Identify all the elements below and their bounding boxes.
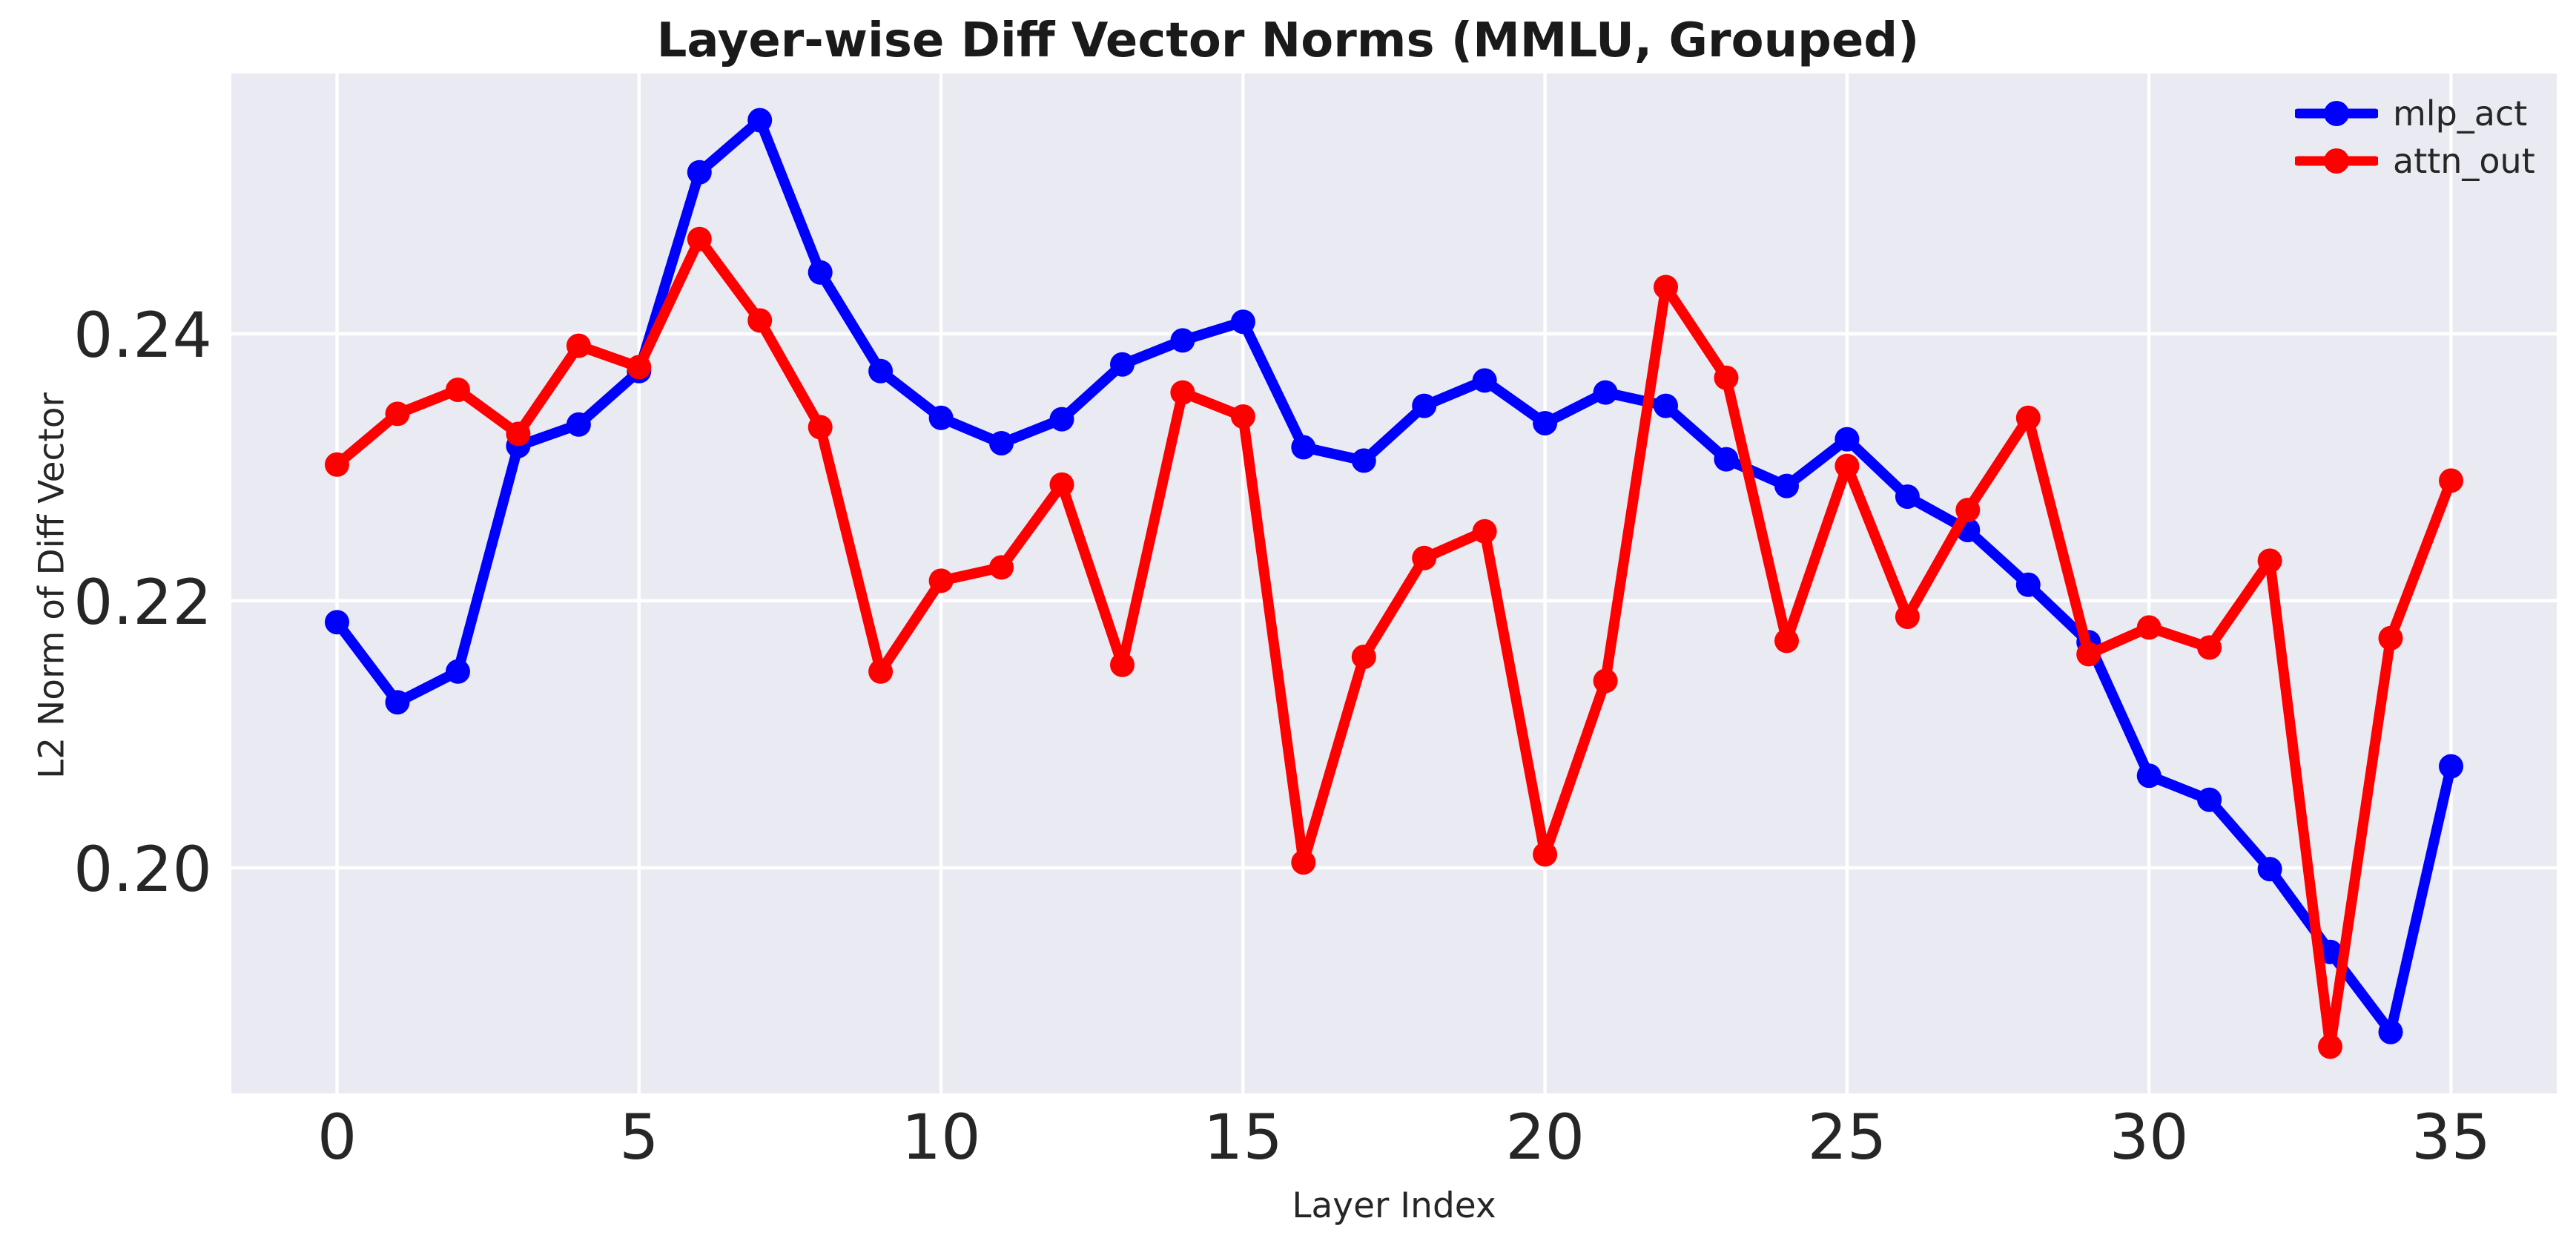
data-point-attn_out-21 [1593, 668, 1618, 694]
data-point-attn_out-29 [2076, 642, 2101, 667]
x-tick-label: 20 [1505, 1101, 1585, 1174]
legend-item-mlp_act: mlp_act [2295, 90, 2535, 137]
data-point-mlp_act-9 [868, 358, 894, 384]
data-point-attn_out-19 [1472, 519, 1497, 544]
data-point-mlp_act-35 [2439, 754, 2463, 779]
data-point-attn_out-11 [989, 555, 1014, 580]
data-point-attn_out-27 [1955, 498, 1981, 522]
data-point-attn_out-30 [2136, 615, 2161, 640]
data-point-mlp_act-20 [1533, 411, 1558, 435]
data-point-attn_out-28 [2015, 405, 2041, 430]
data-point-attn_out-22 [1654, 274, 1678, 300]
data-point-mlp_act-31 [2197, 787, 2222, 812]
data-point-attn_out-5 [627, 355, 652, 380]
data-point-attn_out-2 [446, 378, 470, 402]
data-point-attn_out-34 [2378, 625, 2403, 651]
data-point-attn_out-24 [1774, 628, 1799, 654]
y-tick-label: 0.24 [73, 299, 212, 372]
data-point-mlp_act-24 [1774, 473, 1799, 498]
data-point-attn_out-3 [506, 421, 531, 447]
data-point-mlp_act-21 [1593, 380, 1618, 405]
data-point-mlp_act-34 [2378, 1019, 2403, 1044]
y-tick-label: 0.20 [73, 833, 212, 906]
data-point-mlp_act-6 [687, 159, 712, 185]
data-point-attn_out-4 [566, 333, 591, 358]
data-point-mlp_act-7 [747, 108, 773, 133]
x-axis-label: Layer Index [1292, 1185, 1496, 1226]
data-point-attn_out-32 [2257, 548, 2282, 573]
data-point-mlp_act-26 [1895, 484, 1920, 509]
data-point-attn_out-25 [1834, 453, 1860, 478]
data-point-mlp_act-28 [2015, 572, 2041, 597]
data-point-attn_out-14 [1170, 380, 1195, 405]
legend-label: attn_out [2393, 141, 2535, 181]
data-point-attn_out-20 [1533, 842, 1558, 867]
data-point-attn_out-17 [1351, 645, 1376, 669]
chart-title: Layer-wise Diff Vector Norms (MMLU, Grou… [656, 13, 1920, 68]
data-point-attn_out-0 [325, 452, 349, 477]
y-tick-label: 0.22 [73, 566, 212, 639]
x-tick-label: 0 [317, 1101, 357, 1174]
data-point-mlp_act-23 [1714, 447, 1739, 472]
data-point-attn_out-10 [928, 568, 954, 593]
x-tick-label: 25 [1807, 1101, 1886, 1174]
data-point-attn_out-35 [2439, 468, 2463, 493]
data-point-mlp_act-30 [2136, 763, 2161, 789]
legend-line-marker-icon [2295, 101, 2378, 126]
data-point-mlp_act-11 [989, 431, 1014, 455]
data-point-mlp_act-0 [325, 610, 349, 635]
x-tick-label: 5 [619, 1101, 658, 1174]
data-point-attn_out-8 [808, 415, 833, 440]
data-point-mlp_act-13 [1110, 352, 1135, 377]
data-point-attn_out-26 [1895, 605, 1920, 629]
data-point-mlp_act-14 [1170, 328, 1195, 353]
data-point-mlp_act-19 [1472, 368, 1497, 393]
data-point-mlp_act-2 [446, 659, 470, 684]
data-point-mlp_act-18 [1412, 393, 1437, 418]
x-tick-label: 35 [2411, 1101, 2491, 1174]
data-point-mlp_act-22 [1654, 393, 1678, 418]
data-point-attn_out-33 [2318, 1034, 2342, 1059]
data-point-mlp_act-16 [1291, 435, 1316, 460]
data-point-attn_out-6 [687, 226, 712, 251]
y-axis-label: L2 Norm of Diff Vector [31, 392, 73, 779]
data-point-mlp_act-32 [2257, 857, 2282, 882]
data-point-mlp_act-25 [1834, 427, 1860, 452]
data-point-mlp_act-12 [1049, 407, 1074, 432]
legend-item-attn_out: attn_out [2295, 137, 2535, 185]
data-point-mlp_act-4 [566, 412, 591, 437]
legend: mlp_act attn_out [2295, 90, 2535, 185]
x-tick-label: 15 [1203, 1101, 1283, 1174]
data-point-attn_out-12 [1049, 472, 1074, 497]
plot-area [231, 73, 2557, 1093]
x-tick-label: 30 [2110, 1101, 2189, 1174]
legend-line-marker-icon [2295, 148, 2378, 174]
data-point-attn_out-7 [747, 308, 773, 333]
legend-label: mlp_act [2393, 93, 2528, 134]
data-point-attn_out-1 [385, 401, 410, 427]
x-tick-label: 10 [902, 1101, 981, 1174]
data-point-attn_out-23 [1714, 365, 1739, 390]
data-point-mlp_act-1 [385, 690, 410, 715]
data-point-mlp_act-15 [1230, 309, 1255, 335]
data-point-attn_out-13 [1110, 652, 1135, 677]
data-point-mlp_act-10 [928, 405, 954, 430]
series-mlp_act-line [331, 115, 2457, 1038]
data-point-mlp_act-8 [808, 260, 833, 285]
data-point-attn_out-16 [1291, 850, 1316, 875]
data-point-attn_out-31 [2197, 635, 2222, 660]
data-point-attn_out-9 [868, 659, 894, 684]
data-point-attn_out-18 [1412, 545, 1437, 570]
data-point-mlp_act-17 [1351, 448, 1376, 473]
data-point-attn_out-15 [1230, 404, 1255, 429]
